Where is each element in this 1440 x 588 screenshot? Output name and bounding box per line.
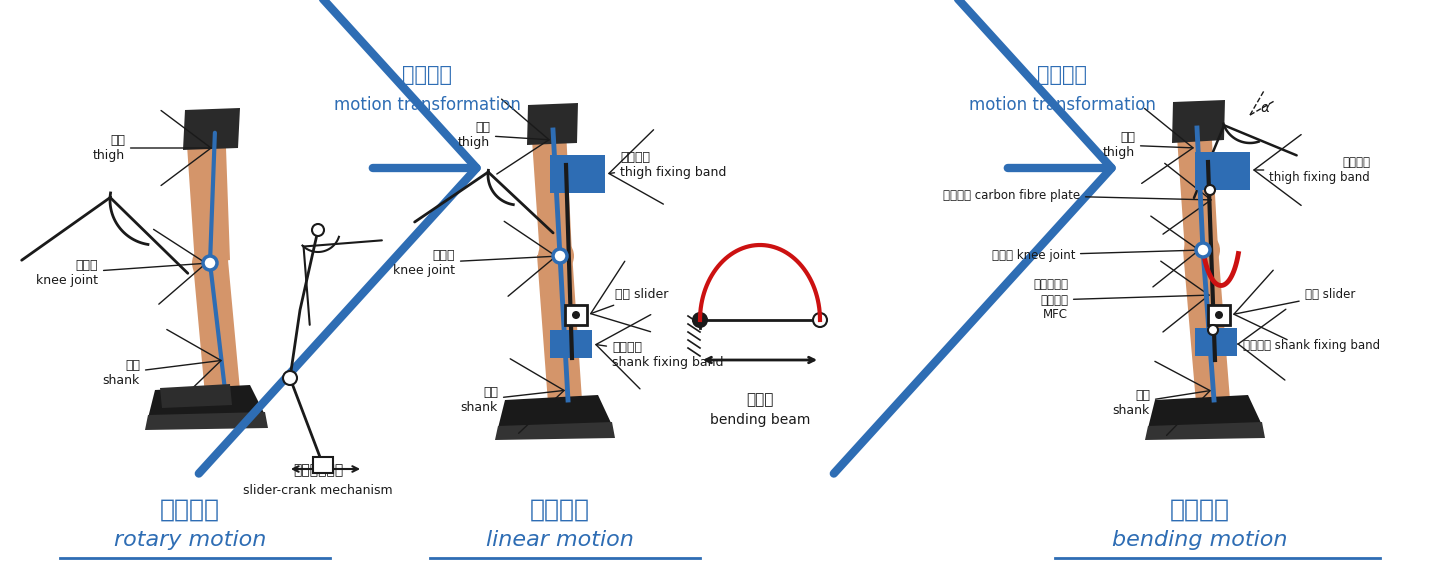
Polygon shape — [530, 108, 572, 258]
Text: 小腿
shank: 小腿 shank — [102, 329, 222, 404]
FancyBboxPatch shape — [1195, 152, 1250, 190]
Polygon shape — [193, 260, 240, 395]
Polygon shape — [1148, 395, 1261, 428]
Circle shape — [1205, 185, 1215, 195]
Text: 動作轉換: 動作轉換 — [1037, 65, 1087, 85]
Polygon shape — [527, 103, 577, 145]
Circle shape — [284, 371, 297, 385]
Polygon shape — [1184, 247, 1230, 403]
Text: 大腿
thigh: 大腿 thigh — [1103, 108, 1194, 183]
Polygon shape — [495, 422, 615, 440]
Text: bending motion: bending motion — [1112, 530, 1287, 550]
Text: 膝關節
knee joint: 膝關節 knee joint — [36, 229, 206, 304]
Text: 壓電粗纖維
複合材料
MFC: 壓電粗纖維 複合材料 MFC — [1032, 261, 1210, 332]
Text: 小腿緊帶 shank fixing band: 小腿緊帶 shank fixing band — [1237, 309, 1380, 380]
Circle shape — [572, 311, 580, 319]
Polygon shape — [498, 395, 612, 428]
Bar — [312, 457, 333, 473]
Text: 彎曲樑: 彎曲樑 — [746, 393, 773, 407]
Bar — [564, 305, 588, 325]
Circle shape — [693, 313, 707, 327]
Text: 大腿
thigh: 大腿 thigh — [92, 111, 212, 185]
Text: 大腿緊帶
thigh fixing band: 大腿緊帶 thigh fixing band — [1254, 135, 1369, 205]
Text: 膝關節 knee joint: 膝關節 knee joint — [992, 216, 1200, 287]
Text: 曲柄滑塊架構: 曲柄滑塊架構 — [292, 463, 343, 477]
Text: 碳纖維帶 carbon fibre plate: 碳纖維帶 carbon fibre plate — [943, 163, 1211, 234]
Polygon shape — [1172, 100, 1225, 143]
Circle shape — [814, 313, 827, 327]
Circle shape — [1184, 232, 1220, 268]
Text: 小腿
shank: 小腿 shank — [1113, 362, 1210, 436]
Text: bending beam: bending beam — [710, 413, 811, 427]
Polygon shape — [1175, 105, 1218, 252]
Text: motion transformation: motion transformation — [334, 96, 520, 114]
Polygon shape — [160, 384, 232, 408]
FancyBboxPatch shape — [550, 330, 592, 358]
Polygon shape — [145, 412, 268, 430]
FancyBboxPatch shape — [550, 155, 605, 193]
Text: 直線動作: 直線動作 — [530, 498, 590, 522]
Text: $\alpha$: $\alpha$ — [1260, 101, 1270, 115]
Bar — [1208, 305, 1230, 325]
Text: 膝關節
knee joint: 膝關節 knee joint — [393, 221, 556, 296]
Polygon shape — [183, 108, 240, 150]
Text: motion transformation: motion transformation — [969, 96, 1155, 114]
Circle shape — [539, 238, 575, 274]
Text: 大腿緊帶
thigh fixing band: 大腿緊帶 thigh fixing band — [609, 130, 726, 204]
Polygon shape — [184, 115, 230, 265]
FancyBboxPatch shape — [1195, 328, 1237, 356]
Circle shape — [1208, 325, 1218, 335]
Text: rotary motion: rotary motion — [114, 530, 266, 550]
Text: slider-crank mechanism: slider-crank mechanism — [243, 483, 393, 496]
Circle shape — [312, 224, 324, 236]
Text: linear motion: linear motion — [487, 530, 634, 550]
Text: 小腿緊帶
shank fixing band: 小腿緊帶 shank fixing band — [596, 315, 723, 389]
Text: 滑塊 slider: 滑塊 slider — [1234, 270, 1355, 340]
Polygon shape — [148, 385, 265, 418]
Circle shape — [1197, 243, 1210, 257]
Text: 大腿
thigh: 大腿 thigh — [458, 99, 549, 174]
Circle shape — [1215, 311, 1223, 319]
Text: 動作轉換: 動作轉換 — [402, 65, 452, 85]
Circle shape — [192, 245, 228, 281]
Text: 小腿
shank: 小腿 shank — [461, 359, 564, 433]
Text: 旋轉動作: 旋轉動作 — [160, 498, 220, 522]
Text: 滑塊 slider: 滑塊 slider — [590, 261, 668, 332]
Circle shape — [553, 249, 567, 263]
Polygon shape — [537, 252, 582, 403]
Polygon shape — [1145, 422, 1264, 440]
Text: 屈曲動作: 屈曲動作 — [1169, 498, 1230, 522]
Circle shape — [203, 256, 217, 270]
